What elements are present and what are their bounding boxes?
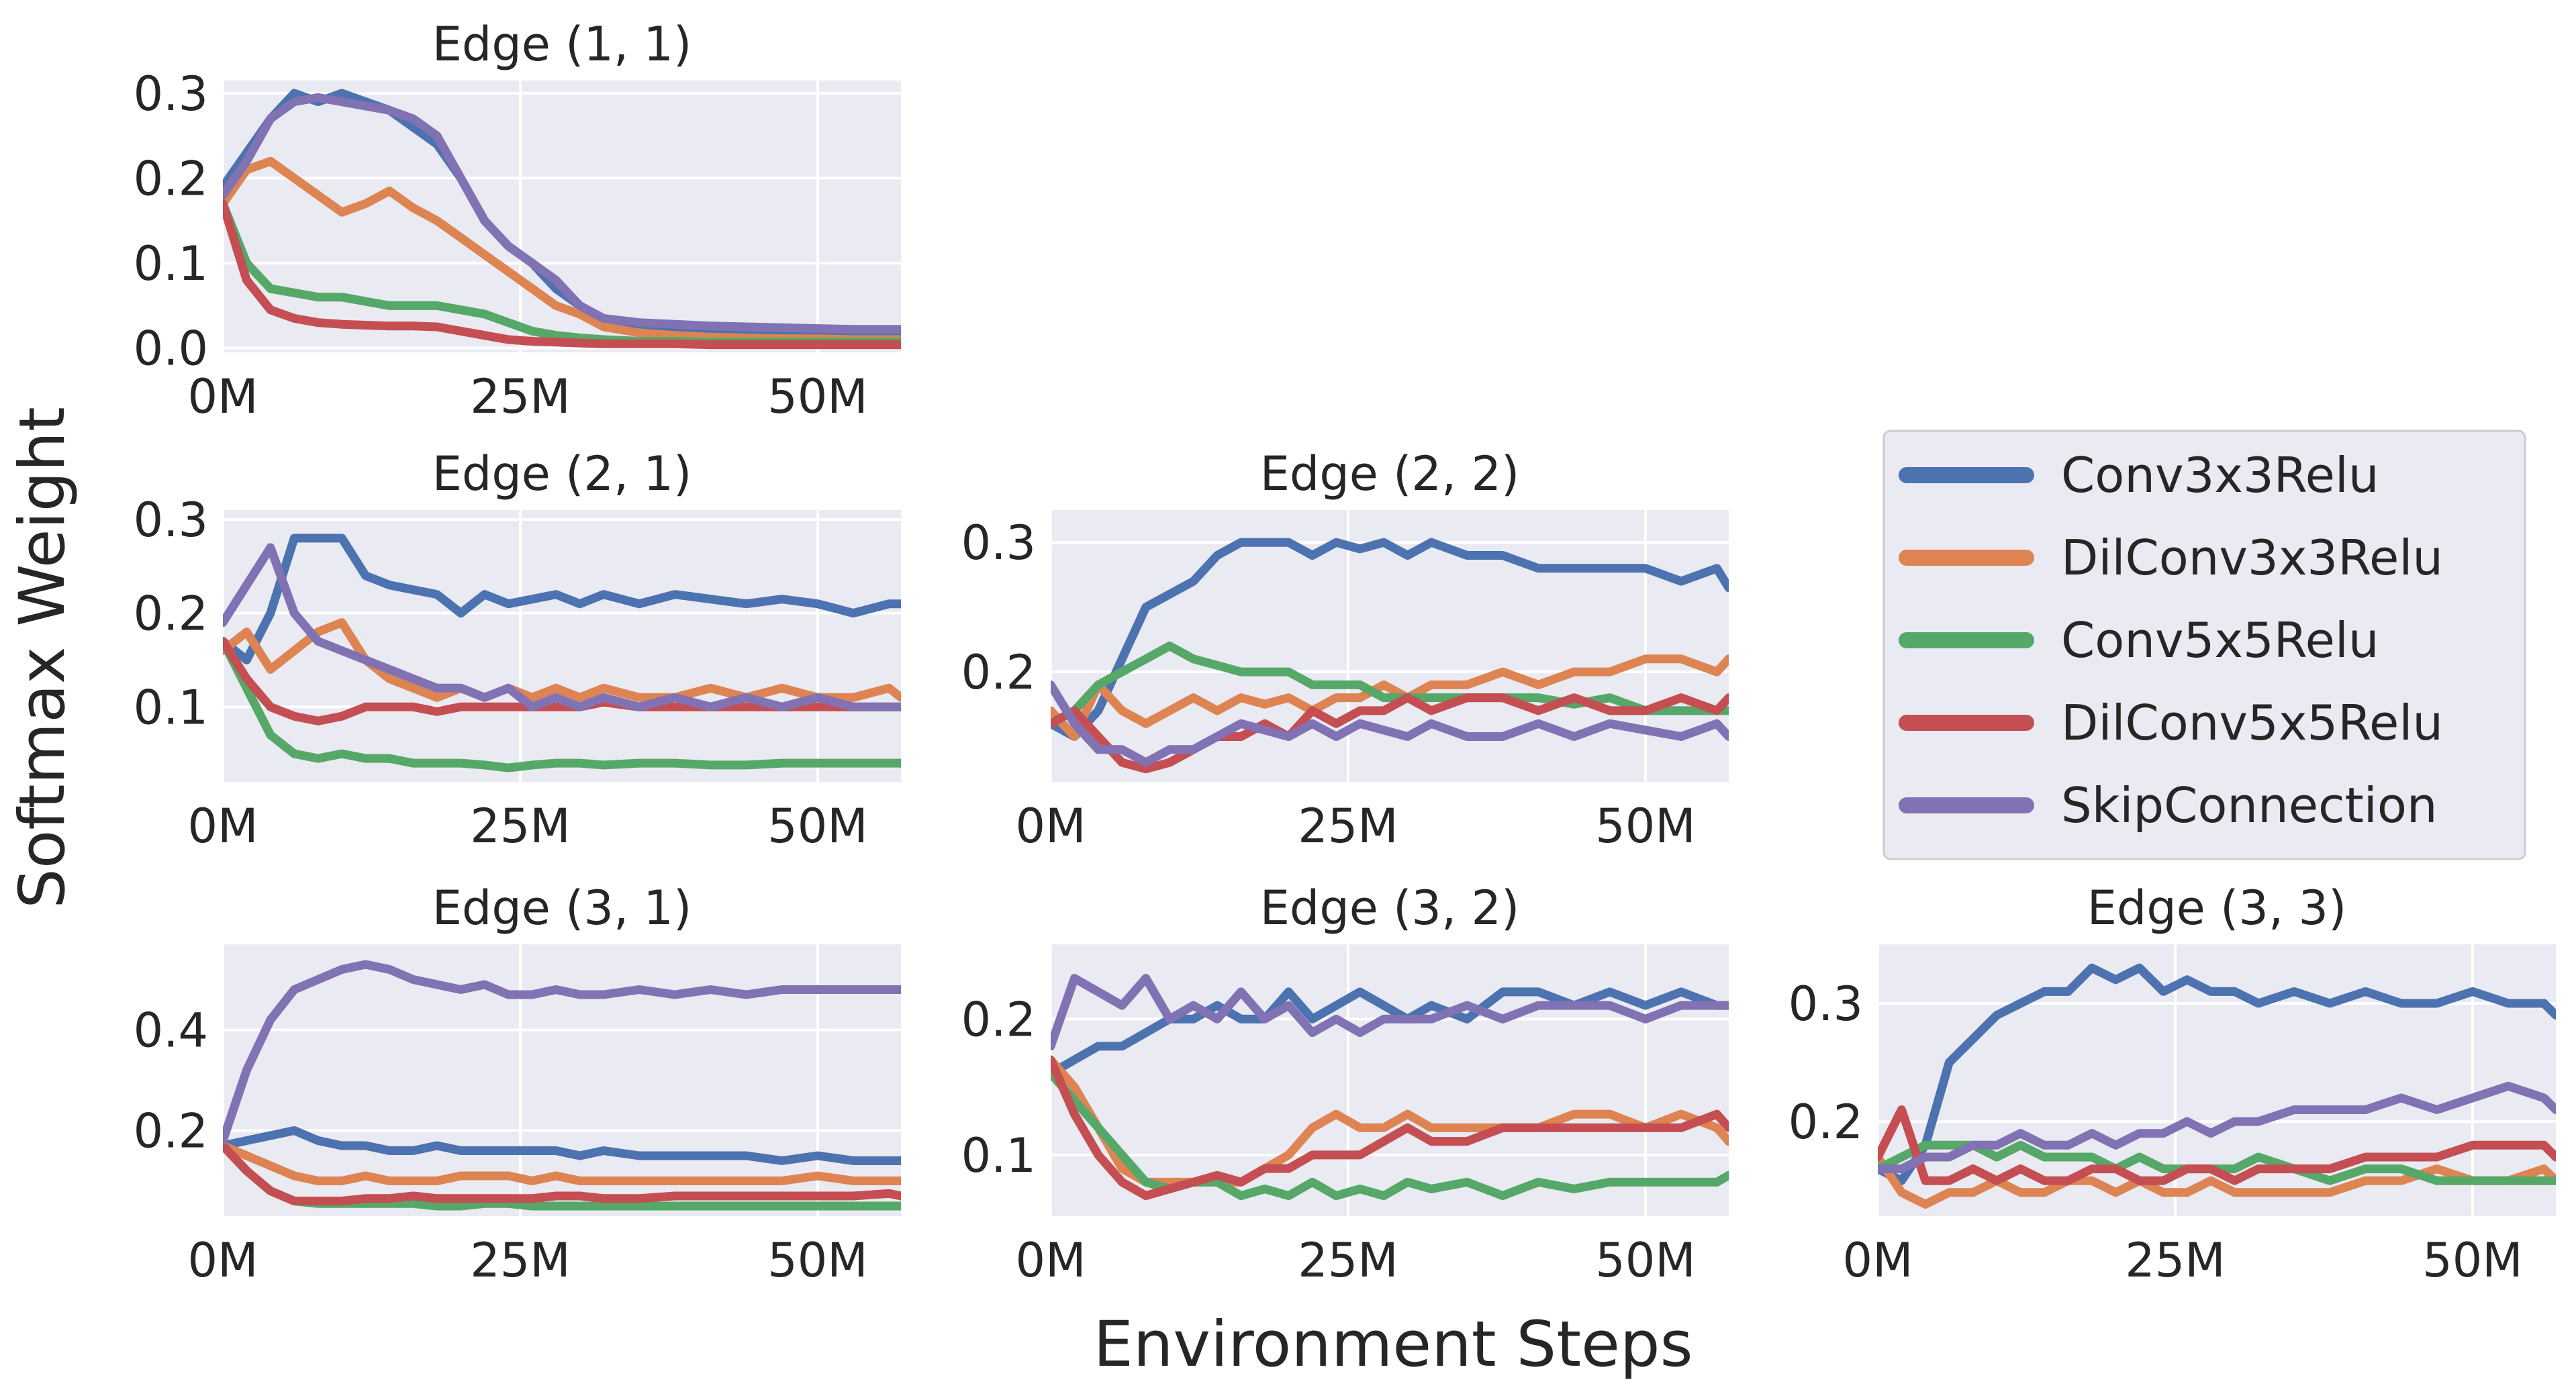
legend: Conv3x3Relu DilConv3x3Relu Conv5x5Relu D… [1882,430,2526,860]
legend-item-conv3x3relu: Conv3x3Relu [1899,447,2379,503]
legend-label-dilconv3x3relu: DilConv3x3Relu [2061,530,2443,586]
chart-title: Edge (3, 3) [2087,881,2347,936]
legend-label-dilconv5x5relu: DilConv5x5Relu [2061,695,2443,751]
y-tick-label: 0.3 [961,515,1036,570]
series-line-conv5x5relu [223,637,901,772]
x-tick-label: 50M [767,369,867,424]
x-tick-label: 50M [1595,1233,1695,1288]
y-tick-label: 0.3 [134,493,208,548]
series-lines [223,89,901,350]
series-line-conv5x5relu [1051,642,1729,728]
series-lines [1051,974,1729,1201]
series-line-skipconnection [1051,974,1729,1051]
series-line-conv3x3relu [1051,538,1729,741]
series-line-dilconv5x5relu [223,1141,901,1205]
y-tick-label: 0.4 [134,1003,208,1058]
x-tick-label: 25M [470,1233,570,1288]
legend-label-skipconnection: SkipConnection [2061,777,2438,834]
chart-title: Edge (3, 2) [1260,881,1520,936]
chart-edge-2-2: 0M 25M 50M 0.2 0.3 Edge (2, 2) [961,446,1729,854]
plot-area [1051,510,1729,782]
chart-edge-2-1: 0M 25M 50M 0.1 0.2 0.3 Edge (2, 1) [134,446,901,854]
series-line-conv3x3relu [1878,963,2556,1185]
x-axis-label: Environment Steps [1093,1308,1692,1381]
legend-item-conv5x5relu: Conv5x5Relu [1899,612,2379,668]
legend-item-skipconnection: SkipConnection [1899,777,2438,834]
series-lines [1051,538,1729,774]
y-tick-label: 0.2 [961,645,1036,700]
chart-title: Edge (1, 1) [432,17,692,72]
legend-label-conv5x5relu: Conv5x5Relu [2061,612,2379,668]
x-tick-label: 25M [1298,1233,1398,1288]
legend-item-dilconv3x3relu: DilConv3x3Relu [1899,530,2443,586]
series-line-dilconv5x5relu [223,199,901,350]
series-lines [1878,963,2556,1209]
series-line-dilconv5x5relu [1051,1055,1729,1201]
x-tick-label: 0M [1016,1233,1086,1288]
x-tick-label: 0M [188,369,258,424]
series-line-dilconv5x5relu [1051,693,1729,774]
y-tick-label: 0.1 [134,680,208,735]
x-tick-label: 0M [188,1233,258,1288]
y-tick-label: 0.3 [134,66,208,121]
series-line-dilconv5x5relu [1878,1105,2556,1185]
y-tick-label: 0.3 [1788,977,1863,1032]
series-lines [223,960,901,1211]
series-line-conv3x3relu [1051,987,1729,1078]
y-tick-label: 0.2 [134,152,208,207]
x-tick-label: 0M [1843,1233,1913,1288]
series-line-skipconnection [1878,1081,2556,1174]
legend-frame [1882,430,2526,860]
series-line-skipconnection [1051,680,1729,767]
series-line-skipconnection [223,960,901,1145]
series-line-dilconv3x3relu [223,1141,901,1185]
chart-edge-3-3: 0M 25M 50M 0.2 0.3 Edge (3, 3) [1788,881,2556,1288]
x-tick-label: 25M [1298,799,1398,854]
series-line-conv5x5relu [1051,1068,1729,1201]
chart-edge-3-1: 0M 25M 50M 0.2 0.4 Edge (3, 1) [134,881,901,1288]
series-line-dilconv3x3relu [1051,654,1729,741]
x-tick-label: 50M [767,799,867,854]
y-tick-label: 0.1 [134,236,208,291]
x-tick-label: 50M [1595,799,1695,854]
series-line-conv3x3relu [223,534,901,664]
y-axis-label: Softmax Weight [6,407,79,909]
series-line-conv3x3relu [223,1126,901,1165]
x-tick-label: 25M [470,799,570,854]
chart-title: Edge (2, 2) [1260,446,1520,501]
x-tick-label: 25M [2125,1233,2225,1288]
y-tick-label: 0.2 [1788,1095,1863,1150]
legend-label-conv3x3relu: Conv3x3Relu [2061,447,2379,503]
chart-edge-3-2: 0M 25M 50M 0.1 0.2 Edge (3, 2) [961,881,1729,1288]
chart-title: Edge (3, 1) [432,881,692,936]
x-tick-label: 0M [1016,799,1086,854]
y-tick-label: 0.0 [134,321,208,377]
chart-edge-1-1: 0M 25M 50M 0.0 0.1 0.2 0.3 Edge (1, 1) [134,17,901,424]
legend-item-dilconv5x5relu: DilConv5x5Relu [1899,695,2443,751]
series-line-skipconnection [223,543,901,711]
y-tick-label: 0.2 [134,1104,208,1159]
series-lines [223,534,901,772]
x-tick-label: 50M [767,1233,867,1288]
x-tick-label: 25M [470,369,570,424]
chart-title: Edge (2, 1) [432,446,692,501]
series-line-skipconnection [223,93,901,334]
y-tick-label: 0.2 [961,992,1036,1047]
x-tick-label: 0M [188,799,258,854]
x-tick-label: 50M [2422,1233,2522,1288]
series-line-dilconv3x3relu [1878,1152,2556,1209]
y-tick-label: 0.1 [961,1128,1036,1183]
y-tick-label: 0.2 [134,587,208,642]
